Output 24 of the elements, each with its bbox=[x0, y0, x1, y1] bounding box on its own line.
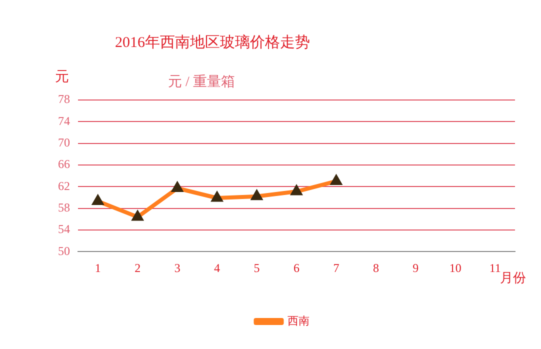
y-tick-label: 74 bbox=[58, 114, 70, 128]
y-tick-label: 58 bbox=[58, 200, 70, 214]
y-tick-label: 66 bbox=[58, 157, 70, 172]
y-tick-label: 70 bbox=[58, 135, 70, 150]
x-tick-label: 9 bbox=[412, 260, 419, 275]
chart-subtitle: 元 / 重量箱 bbox=[168, 74, 235, 91]
x-tick-label: 3 bbox=[174, 260, 180, 275]
x-tick-label: 6 bbox=[294, 260, 300, 275]
y-tick-label: 50 bbox=[58, 244, 70, 258]
x-tick-label: 7 bbox=[333, 260, 340, 275]
x-tick-label: 11 bbox=[489, 260, 501, 275]
y-tick-label: 78 bbox=[58, 92, 70, 106]
x-tick-label: 5 bbox=[254, 260, 260, 275]
x-tick-label: 4 bbox=[214, 260, 220, 275]
chart-title: 2016年西南地区玻璃价格走势 bbox=[115, 33, 310, 52]
y-tick-label: 54 bbox=[58, 222, 70, 236]
x-axis-title: 月份 bbox=[500, 271, 526, 287]
x-tick-label: 2 bbox=[134, 260, 141, 275]
x-tick-label: 8 bbox=[372, 260, 379, 275]
y-tick-label: 62 bbox=[58, 178, 70, 193]
x-tick-label: 10 bbox=[449, 260, 462, 275]
x-tick-label: 1 bbox=[94, 260, 101, 275]
y-axis-title: 元 bbox=[55, 69, 69, 86]
legend-label: 西南 bbox=[287, 314, 310, 328]
